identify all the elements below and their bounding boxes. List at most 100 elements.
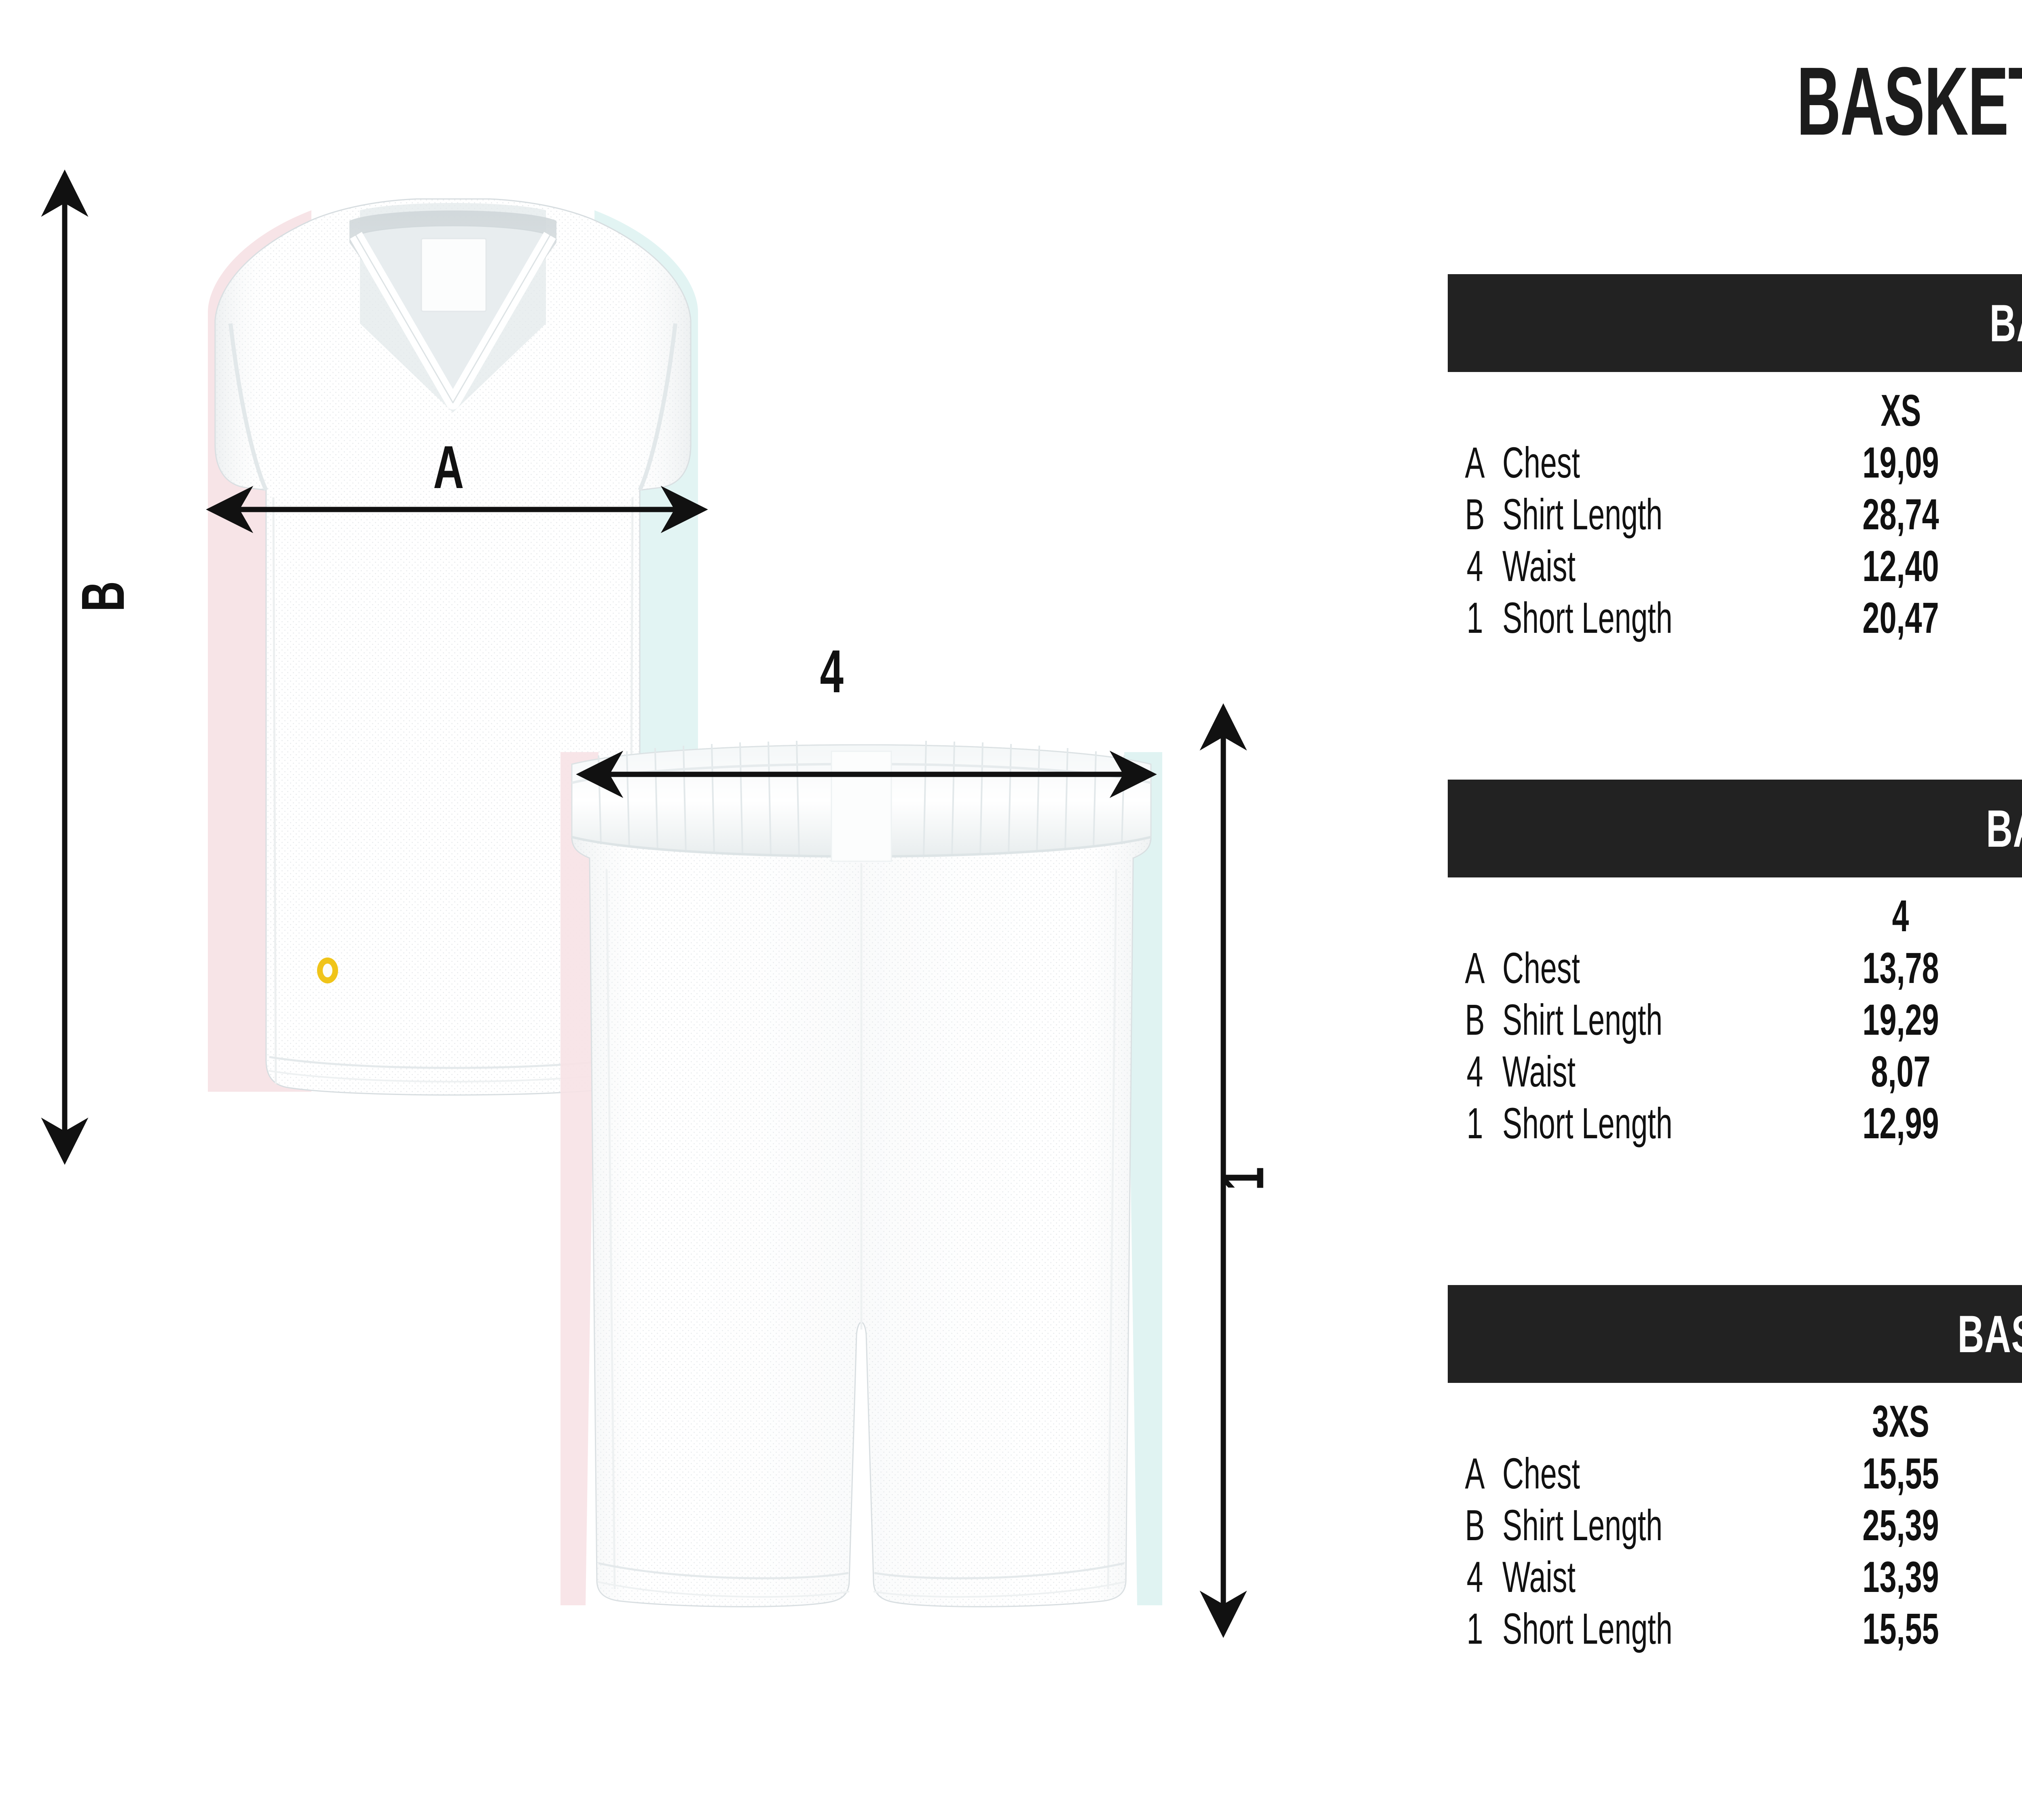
measurement-cell: 19,29 [1808,994,1994,1046]
table-banner-title: BASKETBALL SIZE CHART WOMEN [1957,1304,2022,1363]
row-key-text: 4 [1467,1046,1483,1096]
measurement-value: 19,09 [1862,438,1939,487]
size-table-block-kids: BASKETBALL SIZE CHART KIDS 46810121416A Ch… [1448,780,2022,1149]
measurement-value: 15,55 [1862,1448,1939,1498]
measurement-cell: 13,39 [1808,1551,1994,1603]
row-label: Short Length [1502,1603,1808,1655]
row-key: A [1448,437,1502,488]
measurement-cell: 20,47 [1808,592,1994,644]
jersey-neck-label [421,238,487,312]
row-key: A [1448,1448,1502,1499]
header-spacer-label [1502,890,1808,942]
row-label-text: Chest [1502,943,1580,992]
row-key: 1 [1448,1097,1502,1149]
row-label: Waist [1502,540,1808,592]
row-key-text: 4 [1467,541,1483,590]
row-label: Waist [1502,1551,1808,1603]
measurement-value: 28,74 [1862,489,1939,539]
row-key-text: A [1465,943,1485,992]
table-banner-women: BASKETBALL SIZE CHART WOMEN [1448,1285,2022,1383]
row-key: 1 [1448,592,1502,644]
measurement-cell: 28,74 [1808,488,1994,540]
row-key: 1 [1448,1603,1502,1655]
basketball-shorts-illustration [554,704,1169,1662]
row-key: 4 [1448,540,1502,592]
row-label-text: Waist [1502,1046,1576,1096]
header-spacer-label [1502,1396,1808,1448]
table-row: AChest15,5516,5417,5218,5019,4920,4721,4… [1448,1448,2022,1499]
table-row: AChest13,7814,5715,3516,1416,9317,7218,9… [1448,942,2022,994]
measurement-cell: 16,54 [1994,1448,2022,1499]
header-spacer-label [1502,385,1808,437]
dimension-label-shirt-length: B [69,581,137,612]
measurement-cell: 12,40 [1808,540,1994,592]
row-label-text: Shirt Length [1502,489,1663,539]
row-key: B [1448,488,1502,540]
jersey-svg [208,198,698,1096]
row-key-text: 1 [1467,1098,1483,1148]
measurement-cell: 16,14 [1994,1603,2022,1655]
measurement-value: 12,40 [1862,541,1939,590]
row-label: Shirt Length [1502,1499,1808,1551]
measurement-value: 25,39 [1862,1500,1939,1549]
measurement-cell: 15,55 [1808,1603,1994,1655]
measurement-cell: 13,39 [1994,540,2022,592]
row-key: 4 [1448,1046,1502,1097]
dimension-label-short-length: 1 [1208,1167,1276,1191]
row-label: Short Length [1502,1097,1808,1149]
size-chart-panel: BASKETBALL SIZE CHART(inches) BASKETBALL… [1375,0,2022,1820]
size-table-block-women: BASKETBALL SIZE CHART WOMEN3XS2XSXSSMLXL… [1448,1285,2022,1655]
measurement-cell: 25,39 [1808,1499,1994,1551]
measurement-cell: 26,18 [1994,1499,2022,1551]
measurement-cell: 20,87 [1994,592,2022,644]
row-key: B [1448,994,1502,1046]
measurement-value: 8,07 [1871,1046,1931,1096]
row-label: Chest [1502,437,1808,488]
jersey-brand-badge [317,958,338,983]
size-table-block-men: BASKETBALL SIZE CHART MENXSSMLXLXXL3XLAC… [1448,274,2022,644]
row-label: Chest [1502,1448,1808,1499]
row-key-text: B [1465,995,1485,1044]
table-row: AChest19,0920,0821,0622,0523,0324,0225,0… [1448,437,2022,488]
row-label: Shirt Length [1502,994,1808,1046]
column-header-text: XS [1880,385,1921,435]
garment-illustration-panel: A B 4 1 [41,162,1276,1662]
row-label-text: Waist [1502,1552,1576,1601]
column-header-3xs: 3XS [1808,1396,1994,1448]
table-banner-kids: BASKETBALL SIZE CHART KIDS [1448,780,2022,877]
row-key-text: 1 [1467,593,1483,642]
shorts-front-label [831,750,892,862]
measurement-value: 20,47 [1862,593,1939,642]
column-header-2xs: 2XS [1994,1396,2022,1448]
row-key: A [1448,942,1502,994]
row-label-text: Waist [1502,541,1576,590]
measurement-value: 15,55 [1862,1604,1939,1653]
column-header-s: S [1994,385,2022,437]
jersey-v-neck [355,225,551,404]
row-key: B [1448,1499,1502,1551]
row-key-text: 4 [1467,1552,1483,1601]
measurement-value: 12,99 [1862,1098,1939,1148]
column-header-text: 4 [1892,891,1909,941]
row-label-text: Shirt Length [1502,1500,1663,1549]
row-label-text: Shirt Length [1502,995,1663,1044]
shorts-svg [560,740,1162,1607]
column-header-xs: XS [1808,385,1994,437]
measurement-value: 13,39 [1862,1552,1939,1601]
header-spacer-key [1448,890,1502,942]
header-spacer-key [1448,1396,1502,1448]
basketball-jersey-illustration [190,162,716,1132]
size-table-kids: 46810121416AChest13,7814,5715,3516,1416,… [1448,890,2022,1149]
measurement-cell: 13,78 [1808,942,1994,994]
table-header-row: XSSMLXLXXL3XL [1448,385,2022,437]
table-row: 4Waist12,4013,3914,3715,3516,3417,3218,3… [1448,540,2022,592]
table-header-row: 46810121416 [1448,890,2022,942]
row-label-text: Chest [1502,1448,1580,1498]
